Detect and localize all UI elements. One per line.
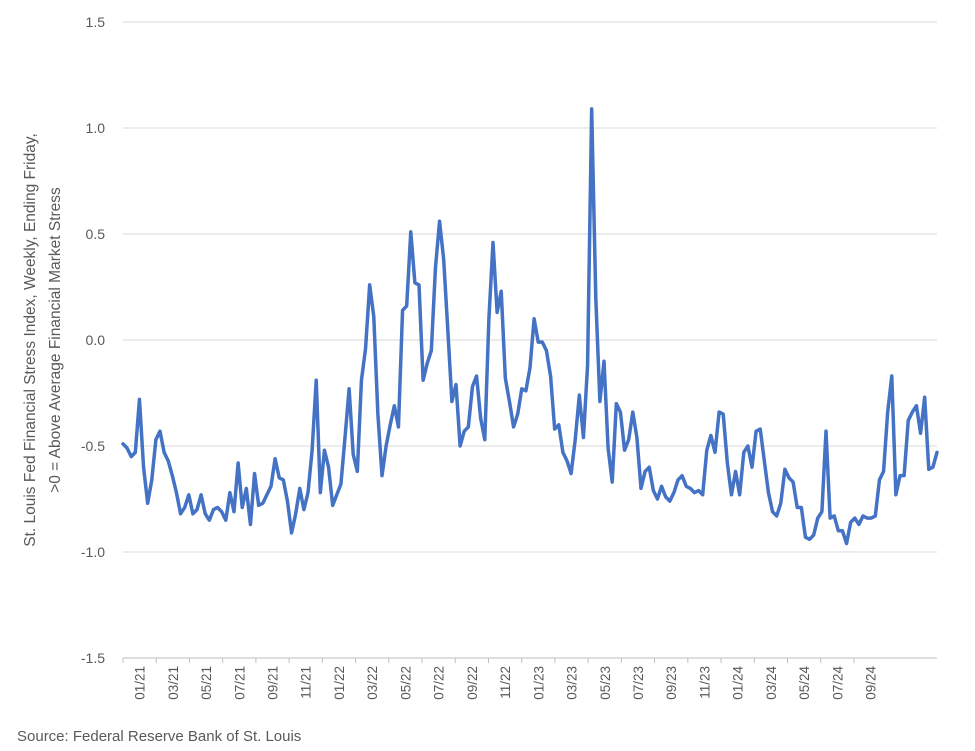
x-tick-label: 07/21	[232, 666, 247, 700]
x-tick-label: 01/22	[332, 666, 347, 700]
y-axis-label-line: >0 = Above Average Financial Market Stre…	[47, 187, 64, 493]
y-axis-tick-labels: 1.5 1.0 0.5 0.0 -0.5 -1.0 -1.5	[81, 14, 105, 666]
x-axis-ticks	[122, 658, 855, 663]
x-tick-label: 01/23	[531, 666, 546, 700]
y-tick-label: 0.5	[86, 226, 106, 242]
x-tick-label: 01/24	[731, 666, 746, 700]
source-note: Source: Federal Reserve Bank of St. Loui…	[17, 728, 302, 745]
y-tick-label: 1.0	[86, 120, 106, 136]
x-tick-label: 09/22	[465, 666, 480, 700]
x-tick-label: 03/21	[166, 666, 181, 700]
x-tick-label: 05/24	[797, 666, 812, 700]
series-line	[121, 107, 939, 546]
x-tick-label: 11/22	[498, 666, 513, 699]
x-tick-label: 11/21	[299, 666, 314, 699]
gridlines	[123, 21, 937, 553]
x-tick-label: 09/21	[266, 666, 281, 700]
x-tick-label: 05/21	[199, 666, 214, 700]
y-axis-label: St. Louis Fed Financial Stress Index, We…	[22, 133, 64, 547]
x-axis-tick-labels: 01/21 03/21 05/21 07/21 09/21 11/21 01/22 03/22…	[133, 666, 879, 700]
x-tick-label: 07/24	[830, 666, 845, 700]
y-tick-label: -1.0	[81, 544, 105, 560]
x-tick-label: 09/23	[664, 666, 679, 700]
x-tick-label: 03/22	[365, 666, 380, 700]
x-tick-label: 11/23	[697, 666, 712, 699]
x-tick-label: 03/24	[764, 666, 779, 700]
x-tick-label: 05/22	[398, 666, 413, 700]
y-axis-label-line: St. Louis Fed Financial Stress Index, We…	[22, 133, 39, 547]
y-tick-label: 0.0	[86, 332, 106, 348]
x-tick-label: 05/23	[598, 666, 613, 700]
x-tick-label: 01/21	[133, 666, 148, 700]
y-tick-label: -0.5	[81, 438, 105, 454]
x-tick-label: 03/23	[565, 666, 580, 700]
x-tick-label: 07/23	[631, 666, 646, 700]
y-tick-label: 1.5	[86, 14, 106, 30]
x-tick-label: 09/24	[864, 666, 879, 700]
y-tick-label: -1.5	[81, 650, 105, 666]
x-tick-label: 07/22	[432, 666, 447, 700]
